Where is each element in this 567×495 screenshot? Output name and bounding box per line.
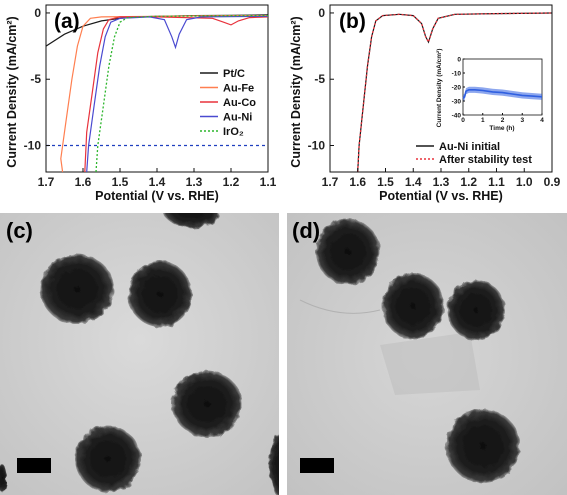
panel-label-a: (a) bbox=[54, 10, 80, 33]
panel-label-b: (b) bbox=[339, 10, 366, 33]
x-tick-label: 1.2 bbox=[460, 175, 477, 189]
nanoparticle bbox=[162, 213, 222, 228]
inset-y-tick-label: -10 bbox=[452, 71, 462, 78]
nanoparticle bbox=[316, 219, 380, 285]
inset-ticks: 0 1 2 3 4 0 -10 -20 -30 -40 bbox=[452, 57, 545, 125]
x-tick-label: 1.1 bbox=[488, 175, 505, 189]
scale-bar-d bbox=[300, 458, 334, 473]
y-axis-label-b: Current Density (mA/cm²) bbox=[289, 16, 303, 167]
tem-background-c bbox=[0, 213, 279, 495]
inset-x-tick-label: 0 bbox=[461, 117, 465, 124]
legend-label-after: After stability test bbox=[439, 154, 532, 166]
scale-bar-c bbox=[17, 458, 51, 473]
nanoparticle bbox=[172, 371, 242, 437]
x-tick-label: 1.1 bbox=[260, 175, 277, 189]
panel-label-c: (c) bbox=[6, 218, 33, 243]
y-tick-label: -10 bbox=[308, 138, 326, 152]
y-tick-label: 0 bbox=[318, 6, 325, 20]
legend-label-iro2: IrO₂ bbox=[223, 126, 244, 138]
legend-label-auco: Au-Co bbox=[223, 97, 256, 109]
x-tick-label: 1.0 bbox=[516, 175, 533, 189]
nanoparticle bbox=[447, 280, 505, 340]
legend-label-initial: Au-Ni initial bbox=[439, 141, 500, 153]
legend-label-aufe: Au-Fe bbox=[223, 83, 254, 95]
inset-series bbox=[462, 86, 543, 102]
nanoparticle bbox=[382, 273, 444, 339]
series-line-aufe bbox=[60, 15, 269, 173]
x-tick-label: 1.4 bbox=[149, 175, 166, 189]
tem-image-c: (c) bbox=[0, 213, 279, 495]
y-tick-label: 0 bbox=[34, 6, 41, 20]
series-group-a bbox=[45, 14, 269, 173]
panel-label-d: (d) bbox=[292, 218, 320, 243]
nanoparticle bbox=[0, 464, 7, 492]
x-tick-label: 1.2 bbox=[223, 175, 240, 189]
panel-a: 1.7 1.6 1.5 1.4 1.3 1.2 1.1 0 -5 -10 (a) Potentia… bbox=[5, 4, 277, 203]
legend-a: Pt/C Au-Fe Au-Co Au-Ni IrO₂ bbox=[200, 68, 256, 138]
tem-image-d: (d) bbox=[287, 213, 567, 495]
nanoparticle bbox=[269, 432, 279, 495]
x-axis-label-a: Potential (V vs. RHE) bbox=[95, 189, 219, 203]
nanoparticle bbox=[128, 261, 192, 327]
inset-y-tick-label: 0 bbox=[457, 57, 461, 64]
inset-b: 0 1 2 3 4 0 -10 -20 -30 -40 Time (h) Current Dens… bbox=[436, 49, 544, 132]
panel-b: 1.7 1.6 1.5 1.4 1.3 1.2 1.1 1.0 0.9 0 -5 -10 (b) Po… bbox=[289, 4, 561, 203]
series-line-iro2 bbox=[95, 14, 269, 173]
nanoparticle bbox=[40, 254, 114, 324]
plot-frame-a bbox=[45, 4, 269, 173]
x-tick-label: 1.7 bbox=[322, 175, 339, 189]
y-tick-label: -10 bbox=[24, 138, 42, 152]
x-tick-label: 1.5 bbox=[112, 175, 129, 189]
nanoparticle bbox=[446, 409, 520, 483]
legend-label-auni: Au-Ni bbox=[223, 112, 252, 124]
x-tick-label: 1.6 bbox=[75, 175, 92, 189]
x-axis-label-b: Potential (V vs. RHE) bbox=[379, 189, 503, 203]
ticks-a: 1.7 1.6 1.5 1.4 1.3 1.2 1.1 0 -5 -10 bbox=[24, 6, 277, 189]
x-tick-label: 1.6 bbox=[349, 175, 366, 189]
inset-y-tick-label: -30 bbox=[452, 99, 462, 106]
series-line-after bbox=[357, 12, 553, 173]
y-axis-label-a: Current Density (mA/cm²) bbox=[5, 16, 19, 167]
carbon-film-fold bbox=[299, 299, 381, 314]
inset-x-label: Time (h) bbox=[489, 125, 514, 132]
x-tick-label: 1.7 bbox=[38, 175, 55, 189]
ticks-b: 1.7 1.6 1.5 1.4 1.3 1.2 1.1 1.0 0.9 0 -5 -10 bbox=[308, 6, 561, 189]
x-tick-label: 1.4 bbox=[405, 175, 422, 189]
nanoparticle bbox=[75, 426, 141, 492]
series-group-b bbox=[357, 12, 553, 173]
y-tick-label: -5 bbox=[314, 72, 325, 86]
x-tick-label: 0.9 bbox=[544, 175, 561, 189]
x-tick-label: 1.3 bbox=[433, 175, 450, 189]
inset-y-label: Current Density (mA/cm²) bbox=[436, 49, 443, 128]
inset-y-tick-label: -40 bbox=[452, 113, 462, 120]
carbon-film-fold bbox=[380, 332, 480, 395]
series-line-auni bbox=[86, 15, 269, 173]
inset-x-tick-label: 2 bbox=[501, 117, 505, 124]
inset-x-tick-label: 1 bbox=[481, 117, 485, 124]
inset-x-tick-label: 3 bbox=[520, 117, 524, 124]
y-tick-label: -5 bbox=[30, 72, 41, 86]
inset-x-tick-label: 4 bbox=[540, 117, 544, 124]
inset-series-line bbox=[462, 89, 543, 99]
inset-y-tick-label: -20 bbox=[452, 85, 462, 92]
legend-label-ptc: Pt/C bbox=[223, 68, 245, 80]
x-tick-label: 1.3 bbox=[186, 175, 203, 189]
x-tick-label: 1.5 bbox=[377, 175, 394, 189]
